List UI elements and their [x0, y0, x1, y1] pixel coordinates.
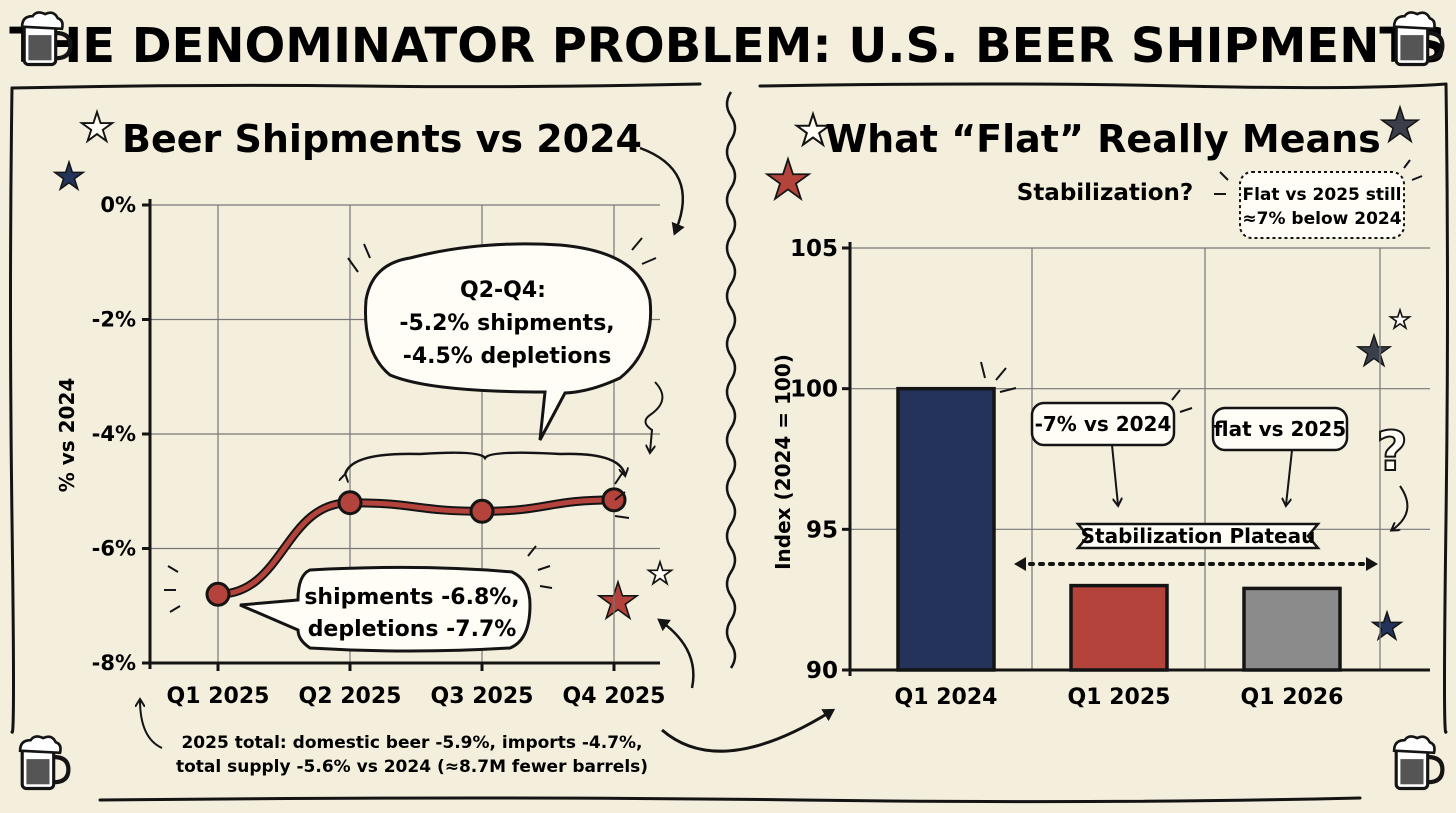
y-tick-label: -4%	[92, 422, 136, 446]
y-tick-label: 90	[806, 658, 838, 684]
curved-arrow-icon	[639, 146, 685, 236]
bar	[1242, 586, 1342, 672]
x-tick-label: Q1 2026	[1241, 685, 1344, 710]
callout-q2-q4-line3: -4.5% depletions	[403, 344, 612, 369]
beer-mug-icon	[20, 736, 68, 788]
callout-q2-q4-line2: -5.2% shipments,	[399, 311, 614, 336]
left-line-chart: 0% -2% -4% -6% -8% Q1 2025 Q2 2025 Q3 2025 Q4 2…	[92, 193, 666, 709]
note-line1: Flat vs 2025 still	[1242, 185, 1401, 205]
y-tick-label: 105	[790, 236, 838, 262]
star-icon	[1373, 612, 1402, 639]
main-title: THE DENOMINATOR PROBLEM: U.S. BEER SHIPM…	[9, 18, 1446, 74]
x-tick-label: Q4 2025	[563, 684, 666, 709]
footnote-arrow-icon	[140, 700, 163, 749]
right-bar-chart: 90 95 100 105 Q1 2024 Q1 2025 Q1 2026	[790, 236, 1430, 710]
callout-q2-q4: Q2-Q4: -5.2% shipments, -4.5% depletions	[345, 237, 664, 475]
x-tick-label: Q2 2025	[299, 684, 402, 709]
bar	[1069, 583, 1169, 672]
wavy-divider	[725, 91, 737, 669]
callout-q1: shipments -6.8%, depletions -7.7%	[164, 471, 630, 653]
note-box: Flat vs 2025 still ≈7% below 2024	[1214, 159, 1423, 239]
label-minus7-text: -7% vs 2024	[1035, 412, 1172, 436]
curved-arrow-icon	[657, 618, 695, 689]
data-point	[337, 490, 363, 516]
star-icon	[1358, 335, 1390, 366]
footnote-line2: total supply -5.6% vs 2024 (≈8.7M fewer …	[176, 757, 648, 777]
left-panel-title: Beer Shipments vs 2024	[122, 117, 642, 161]
shipments-series-line-fill	[215, 497, 617, 597]
y-tick-label: 0%	[100, 193, 136, 217]
star-icon	[767, 159, 809, 199]
footnote-line1: 2025 total: domestic beer -5.9%, imports…	[181, 733, 642, 753]
x-tick-label: Q3 2025	[431, 684, 534, 709]
x-tick-label: Q1 2024	[895, 685, 998, 710]
star-icon	[599, 582, 637, 618]
y-tick-label: -6%	[92, 537, 136, 561]
y-tick-label: 95	[806, 517, 838, 543]
callout-q1-line2: depletions -7.7%	[308, 617, 517, 642]
question-mark-icon: ?	[1376, 420, 1407, 483]
transition-arrow-icon	[661, 708, 836, 753]
star-icon	[1382, 107, 1418, 141]
star-icon	[55, 162, 84, 189]
data-point	[601, 487, 627, 513]
right-panel-subtitle: Stabilization?	[1017, 180, 1194, 206]
callout-q2-q4-line1: Q2-Q4:	[460, 278, 546, 303]
data-point	[469, 498, 495, 524]
bar	[896, 386, 996, 672]
label-flat: flat vs 2025	[1211, 406, 1349, 505]
beer-mug-icon	[1394, 736, 1442, 788]
callout-q1-line1: shipments -6.8%,	[304, 585, 519, 610]
right-panel-title: What “Flat” Really Means	[825, 117, 1381, 161]
y-tick-label: -8%	[92, 651, 136, 675]
note-line2: ≈7% below 2024	[1242, 209, 1401, 229]
frame-border	[9, 82, 1449, 804]
stabilization-plateau: Stabilization Plateau	[1014, 522, 1378, 571]
plateau-label: Stabilization Plateau	[1081, 524, 1316, 548]
y-tick-label: 100	[790, 377, 838, 403]
y-tick-label: -2%	[92, 308, 136, 332]
curved-arrow-icon	[1392, 485, 1409, 530]
star-icon	[649, 562, 672, 584]
star-icon	[82, 112, 112, 141]
label-minus7: -7% vs 2024	[1030, 389, 1193, 505]
data-point	[205, 581, 231, 607]
left-y-axis-label: % vs 2024	[55, 378, 79, 493]
x-tick-label: Q1 2025	[167, 684, 270, 709]
star-icon	[1390, 310, 1409, 328]
label-flat-text: flat vs 2025	[1214, 417, 1346, 441]
x-tick-label: Q1 2025	[1068, 685, 1171, 710]
right-y-axis-label: Index (2024 = 100)	[771, 354, 795, 570]
sparkle-icon	[980, 361, 1017, 393]
